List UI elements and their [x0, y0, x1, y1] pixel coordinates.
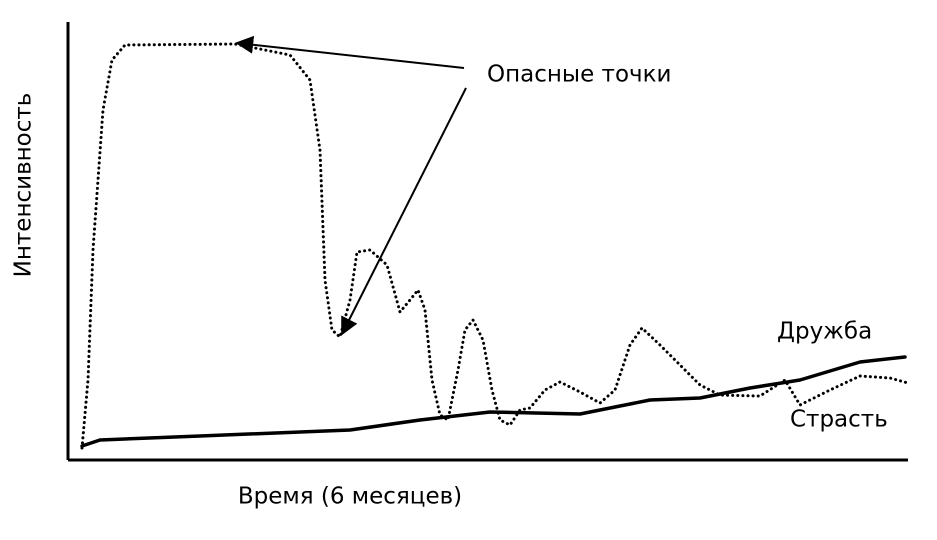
- annotation-arrow: [341, 87, 467, 336]
- y-axis-label: Интенсивность: [11, 93, 37, 278]
- series-label: Страсть: [790, 407, 888, 433]
- series-line: [80, 42, 910, 450]
- series-line: [80, 355, 907, 448]
- annotation-arrow: [235, 35, 465, 69]
- series-label: Дружба: [777, 319, 872, 345]
- x-axis-label: Время (6 месяцев): [238, 484, 462, 510]
- annotation: Опасные точки: [487, 62, 671, 88]
